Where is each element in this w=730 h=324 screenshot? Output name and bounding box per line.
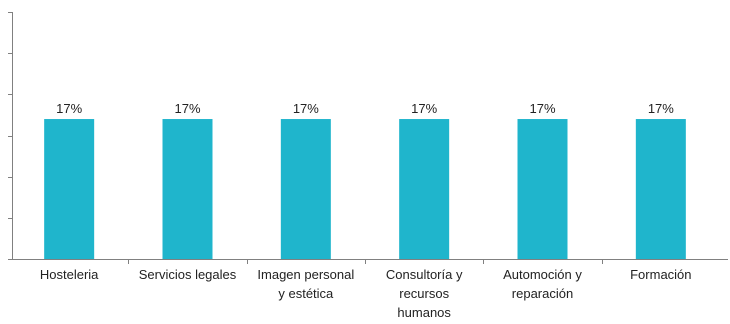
data-label: 17% (648, 101, 674, 116)
data-label: 17% (174, 101, 200, 116)
x-tick-label: Consultoría y recursos humanos (386, 267, 463, 320)
data-label: 17% (56, 101, 82, 116)
x-tick-label: Servicios legales (139, 267, 237, 282)
bar (517, 119, 568, 260)
data-label: 17% (529, 101, 555, 116)
data-label: 17% (411, 101, 437, 116)
x-tick-label: Formación (630, 267, 691, 282)
bar (44, 119, 95, 260)
bar (162, 119, 213, 260)
bar (399, 119, 450, 260)
data-label: 17% (293, 101, 319, 116)
x-tick-label: Automoción y reparación (503, 267, 582, 301)
bar (280, 119, 331, 260)
x-tick-label: Hosteleria (40, 267, 99, 282)
bar (635, 119, 686, 260)
x-tick-label: Imagen personal y estética (257, 267, 354, 301)
